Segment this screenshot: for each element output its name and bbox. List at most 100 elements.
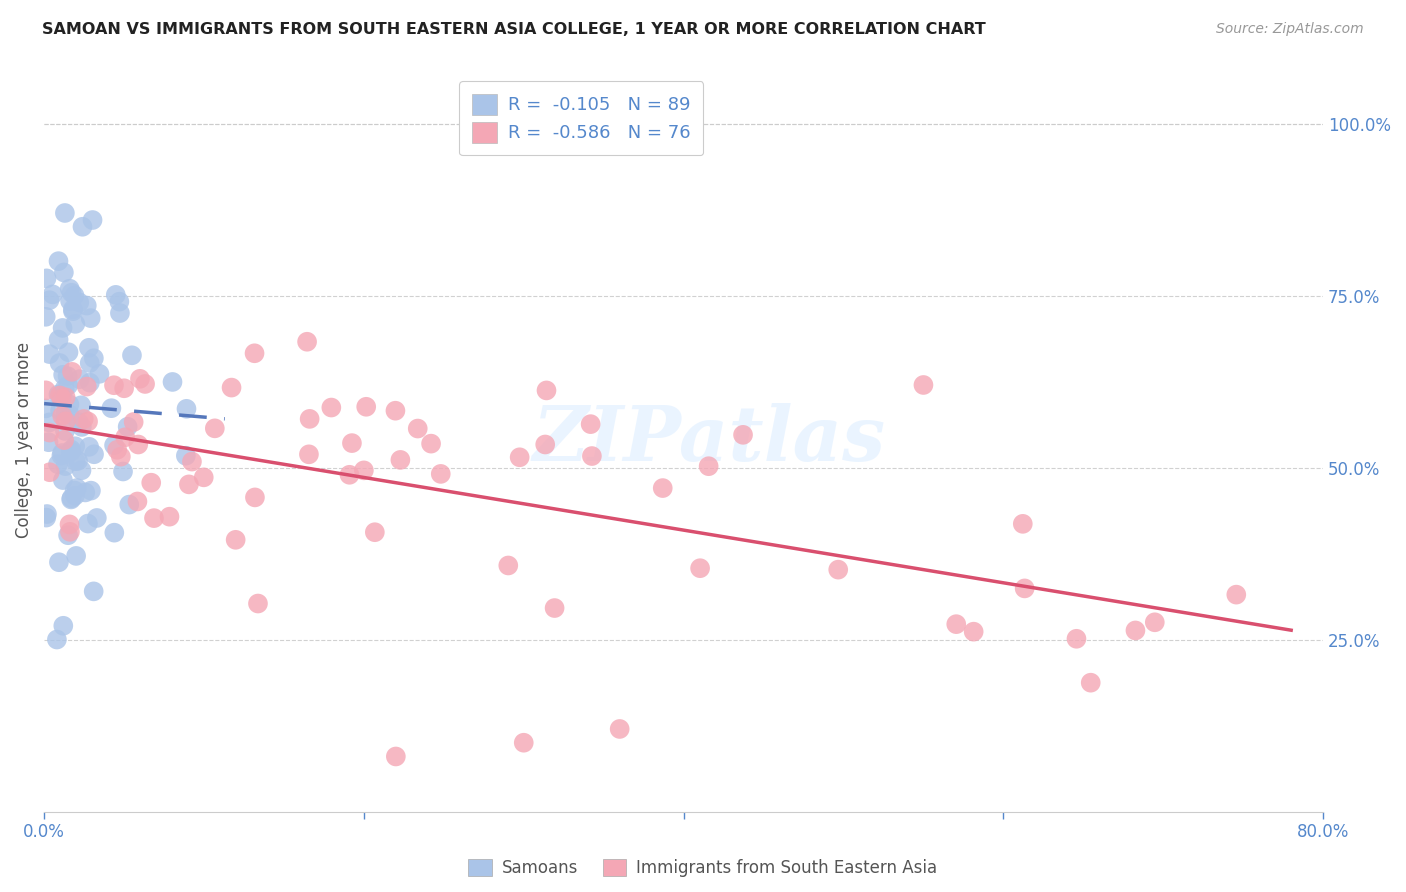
Point [112, 465, 135, 479]
Point [53, 382, 76, 396]
Point [77, 341, 100, 355]
Point [385, 749, 408, 764]
Point [134, 376, 156, 391]
Point [52, 619, 75, 633]
Point [1125, 624, 1147, 638]
Point [651, 481, 673, 495]
Point [80, 483, 103, 498]
Point [110, 450, 132, 464]
Point [295, 334, 318, 349]
Point [82, 213, 104, 227]
Point [35, 401, 58, 416]
Point [1143, 615, 1166, 630]
Point [1011, 516, 1033, 531]
Point [118, 498, 141, 512]
Point [53, 206, 76, 220]
Point [420, 436, 443, 450]
Point [193, 470, 215, 484]
Point [55, 390, 77, 404]
Point [52, 321, 75, 335]
Point [354, 400, 377, 414]
Point [105, 442, 128, 457]
Point [63, 483, 86, 498]
Point [69, 372, 91, 386]
Point [353, 463, 375, 477]
Point [221, 381, 243, 395]
Point [181, 454, 204, 468]
Legend: Samoans, Immigrants from South Eastern Asia: Samoans, Immigrants from South Eastern A… [461, 852, 945, 884]
Point [35, 384, 58, 398]
Point [83, 584, 105, 599]
Point [58, 397, 80, 411]
Point [38, 425, 60, 440]
Point [67, 454, 90, 468]
Point [579, 417, 602, 431]
Point [51, 449, 73, 463]
Point [55, 414, 77, 428]
Point [56, 378, 79, 392]
Point [51, 392, 73, 406]
Point [51, 409, 73, 423]
Legend: R =  -0.105   N = 89, R =  -0.586   N = 76: R = -0.105 N = 89, R = -0.586 N = 76 [460, 81, 703, 155]
Point [609, 722, 631, 736]
Point [103, 378, 125, 392]
Point [176, 401, 198, 416]
Point [35, 507, 58, 521]
Point [65, 454, 87, 468]
Point [731, 427, 754, 442]
Point [79, 311, 101, 326]
Point [48, 387, 70, 401]
Point [60, 491, 83, 505]
Point [543, 601, 565, 615]
Point [79, 376, 101, 390]
Point [70, 398, 93, 412]
Point [48, 356, 70, 370]
Point [77, 440, 100, 454]
Point [1066, 632, 1088, 646]
Point [52, 473, 75, 487]
Point [246, 597, 269, 611]
Text: SAMOAN VS IMMIGRANTS FROM SOUTH EASTERN ASIA COLLEGE, 1 YEAR OR MORE CORRELATION: SAMOAN VS IMMIGRANTS FROM SOUTH EASTERN … [42, 22, 986, 37]
Point [321, 401, 343, 415]
Point [70, 420, 93, 434]
Point [945, 617, 967, 632]
Point [45, 632, 67, 647]
Point [177, 477, 200, 491]
Point [384, 403, 406, 417]
Point [129, 372, 152, 386]
Point [162, 375, 184, 389]
Point [509, 450, 531, 465]
Point [60, 365, 83, 379]
Point [38, 293, 60, 307]
Point [63, 439, 86, 453]
Point [127, 437, 149, 451]
Point [243, 491, 266, 505]
Point [83, 351, 105, 366]
Point [83, 447, 105, 461]
Point [52, 368, 75, 382]
Point [46, 457, 69, 471]
Point [56, 369, 79, 384]
Point [340, 436, 363, 450]
Point [38, 465, 60, 479]
Point [100, 401, 122, 416]
Point [1225, 588, 1247, 602]
Point [59, 293, 82, 308]
Point [827, 563, 849, 577]
Point [65, 549, 87, 563]
Point [204, 421, 226, 435]
Point [76, 299, 98, 313]
Point [225, 533, 247, 547]
Point [114, 430, 136, 444]
Point [63, 288, 86, 302]
Point [35, 271, 58, 285]
Point [77, 415, 100, 429]
Point [56, 528, 79, 542]
Point [72, 219, 94, 234]
Point [103, 525, 125, 540]
Point [60, 492, 83, 507]
Point [108, 306, 131, 320]
Point [60, 285, 83, 300]
Point [1014, 582, 1036, 596]
Point [38, 435, 60, 450]
